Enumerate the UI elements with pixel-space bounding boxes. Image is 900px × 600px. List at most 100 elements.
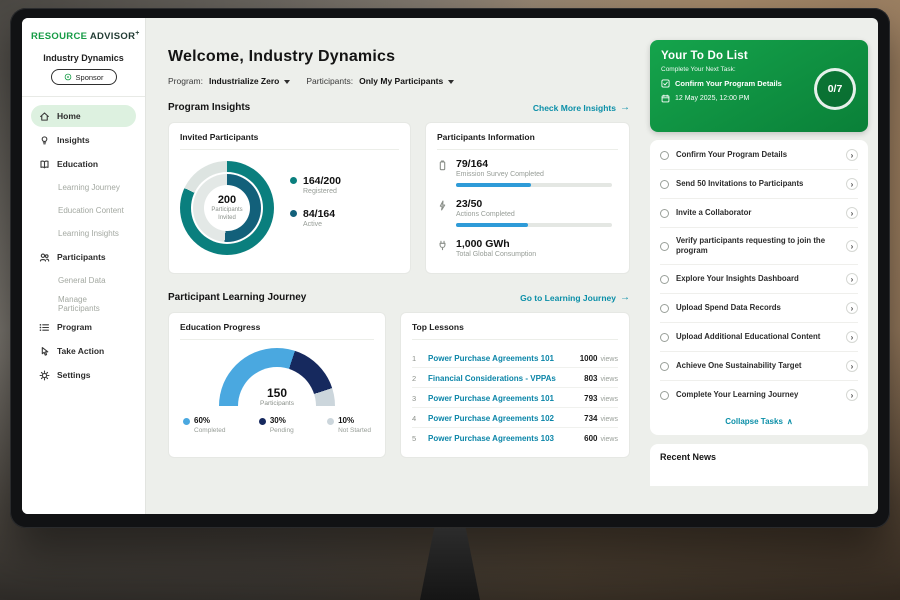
task-checkbox[interactable]	[660, 208, 669, 218]
program-select[interactable]: Industrialize Zero	[209, 76, 291, 86]
info-value: 79/164	[456, 158, 489, 170]
main-content: Welcome, Industry Dynamics Program: Indu…	[146, 18, 646, 514]
lesson-link[interactable]: Financial Considerations - VPPAs	[428, 373, 556, 383]
info-row-consumption: 1,000 GWh Total Global Consumption	[437, 238, 618, 258]
sidebar-item-label: Insights	[57, 135, 90, 146]
chevron-right-icon[interactable]: ›	[846, 178, 858, 190]
sidebar-item-participants[interactable]: Participants	[31, 246, 136, 268]
todo-task-row[interactable]: Verify participants requesting to join t…	[660, 228, 858, 266]
todo-task-row[interactable]: Upload Additional Educational Content ›	[660, 323, 858, 353]
go-to-learning-journey-link[interactable]: Go to Learning Journey →	[520, 292, 630, 303]
card-title: Top Lessons	[412, 322, 618, 340]
sidebar-item-label: Learning Journey	[58, 183, 120, 193]
task-checkbox[interactable]	[660, 241, 669, 251]
chevron-down-icon	[448, 79, 455, 84]
lesson-views: 600	[584, 434, 598, 443]
sidebar-item-settings[interactable]: Settings	[31, 364, 136, 386]
task-checkbox[interactable]	[660, 390, 669, 400]
todo-task-row[interactable]: Upload Spend Data Records ›	[660, 294, 858, 324]
sponsor-badge-label: Sponsor	[75, 72, 104, 82]
education-progress-card: Education Progress 150 Participants 60	[168, 312, 386, 458]
task-checkbox[interactable]	[660, 303, 669, 313]
todo-title: Your To Do List	[661, 50, 748, 62]
lesson-rank: 5	[412, 433, 417, 443]
gauge-center-value: 150	[266, 386, 288, 400]
recent-news-title: Recent News	[660, 452, 717, 463]
todo-next-task[interactable]: Confirm Your Program Details	[661, 79, 805, 88]
lesson-link[interactable]: Power Purchase Agreements 101	[428, 353, 554, 363]
chevron-right-icon[interactable]: ›	[846, 240, 858, 253]
education-progress-gauge-chart: 150 Participants	[219, 348, 335, 406]
task-label: Upload Spend Data Records	[676, 303, 781, 313]
sidebar-item-education[interactable]: Education	[31, 153, 136, 175]
info-row-actions-completed: 23/50 Actions Completed	[437, 198, 618, 227]
todo-task-row[interactable]: Achieve One Sustainability Target ›	[660, 352, 858, 382]
list-icon	[39, 322, 50, 333]
todo-task-row[interactable]: Complete Your Learning Journey ›	[660, 381, 858, 409]
collapse-tasks-button[interactable]: Collapse Tasks ∧	[660, 409, 858, 434]
book-icon	[39, 159, 50, 170]
chevron-right-icon[interactable]: ›	[846, 207, 858, 219]
checkbox-icon[interactable]	[661, 79, 670, 88]
calendar-icon	[661, 94, 670, 103]
section-title-program-insights: Program Insights	[168, 102, 251, 113]
lesson-link[interactable]: Power Purchase Agreements 101	[428, 393, 554, 403]
legend-item-not-started: 10% Not Started	[327, 416, 371, 434]
recent-news-card: Recent News	[650, 444, 868, 487]
todo-task-row[interactable]: Send 50 Invitations to Participants ›	[660, 170, 858, 199]
todo-task-row[interactable]: Invite a Collaborator ›	[660, 199, 858, 228]
check-more-insights-link[interactable]: Check More Insights →	[533, 102, 630, 113]
sidebar-item-program[interactable]: Program	[31, 316, 136, 338]
task-checkbox[interactable]	[660, 179, 669, 189]
participants-select[interactable]: Only My Participants	[359, 76, 455, 86]
task-checkbox[interactable]	[660, 150, 669, 160]
sidebar-item-learning-insights[interactable]: Learning Insights	[31, 223, 136, 244]
legend-dot	[183, 418, 190, 425]
lesson-link[interactable]: Power Purchase Agreements 102	[428, 413, 554, 423]
lesson-views: 1000	[579, 354, 598, 363]
sidebar-nav: Home Insights Education Learning Journey	[31, 105, 136, 386]
actions-completed-progress-bar	[456, 223, 612, 227]
app-logo: RESOURCE ADVISOR+	[31, 30, 139, 42]
chevron-right-icon[interactable]: ›	[846, 389, 858, 402]
lesson-rank: 4	[412, 413, 417, 423]
info-row-emission-survey: 79/164 Emission Survey Completed	[437, 158, 618, 187]
collapse-tasks-label: Collapse Tasks	[725, 417, 783, 427]
sidebar-item-manage-participants[interactable]: Manage Participants	[31, 293, 136, 314]
todo-task-row[interactable]: Explore Your Insights Dashboard ›	[660, 265, 858, 295]
top-lessons-card: Top Lessons 1 Power Purchase Agreements …	[400, 312, 630, 458]
lesson-views: 734	[584, 414, 598, 423]
legend-dot	[290, 210, 297, 217]
task-checkbox[interactable]	[660, 361, 669, 371]
todo-task-row[interactable]: Confirm Your Program Details ›	[660, 141, 858, 170]
sidebar-item-insights[interactable]: Insights	[31, 129, 136, 151]
battery-icon	[437, 160, 448, 171]
sidebar-item-general-data[interactable]: General Data	[31, 270, 136, 291]
sidebar: RESOURCE ADVISOR+ Industry Dynamics Spon…	[22, 18, 146, 514]
todo-tasks-card: Confirm Your Program Details › Send 50 I…	[650, 140, 868, 436]
info-label: Total Global Consumption	[456, 251, 537, 258]
chevron-right-icon[interactable]: ›	[846, 273, 858, 286]
info-label: Actions Completed	[456, 211, 515, 218]
todo-panel: Your To Do List Complete Your Next Task:…	[646, 18, 878, 514]
arrow-right-icon: →	[620, 292, 630, 303]
chevron-down-icon	[284, 79, 291, 84]
link-label: Check More Insights	[532, 102, 616, 113]
sidebar-item-home[interactable]: Home	[31, 105, 136, 128]
info-value: 1,000 GWh	[456, 238, 510, 250]
legend-label: Pending	[269, 427, 294, 434]
sidebar-item-education-content[interactable]: Education Content	[31, 200, 136, 221]
sidebar-item-label: Education	[57, 159, 99, 170]
chevron-right-icon[interactable]: ›	[846, 302, 858, 315]
task-checkbox[interactable]	[660, 274, 669, 284]
lesson-link[interactable]: Power Purchase Agreements 103	[428, 433, 554, 443]
chevron-right-icon[interactable]: ›	[846, 360, 858, 373]
lesson-row: 3 Power Purchase Agreements 101 793 views	[412, 388, 618, 408]
sidebar-item-learning-journey[interactable]: Learning Journey	[31, 177, 136, 198]
card-title: Invited Participants	[180, 132, 399, 150]
task-checkbox[interactable]	[660, 332, 669, 342]
chevron-right-icon[interactable]: ›	[846, 331, 858, 344]
lesson-views-unit: views	[600, 376, 618, 383]
chevron-right-icon[interactable]: ›	[846, 149, 858, 161]
sidebar-item-take-action[interactable]: Take Action	[31, 340, 136, 362]
